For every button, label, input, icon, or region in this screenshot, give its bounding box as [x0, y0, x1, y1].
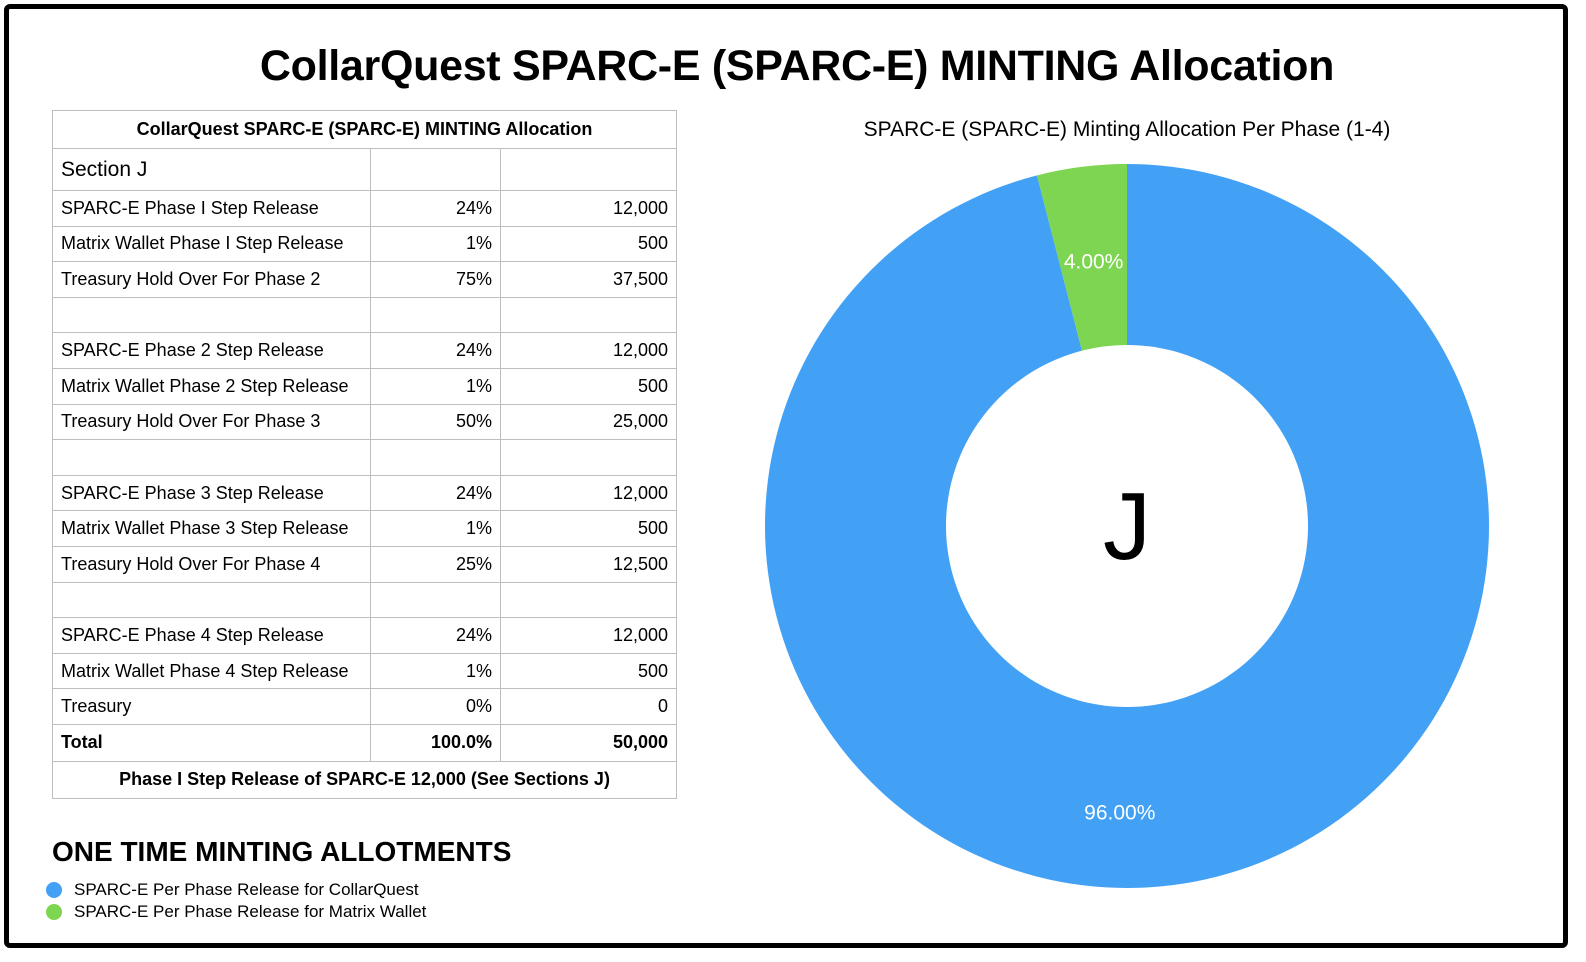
- row-label: SPARC-E Phase I Step Release: [52, 190, 371, 227]
- chart-legend: SPARC-E Per Phase Release for CollarQues…: [46, 879, 426, 923]
- row-percent: 24%: [370, 474, 501, 512]
- table-row: [52, 296, 677, 334]
- table-footer-row: Phase I Step Release of SPARC-E 12,000 (…: [52, 760, 677, 799]
- row-percent: [370, 439, 501, 476]
- legend-swatch: [46, 882, 62, 898]
- pie-slice: [765, 164, 1489, 889]
- table-row: [52, 581, 677, 619]
- row-label: SPARC-E Phase 4 Step Release: [52, 617, 371, 654]
- table-row: SPARC-E Phase 2 Step Release 24% 12,000: [52, 332, 677, 369]
- section-empty-cell: [370, 148, 501, 191]
- row-percent: 0%: [370, 688, 501, 725]
- legend-item: SPARC-E Per Phase Release for Matrix Wal…: [46, 901, 426, 923]
- row-amount: 500: [500, 225, 677, 263]
- row-label: [52, 439, 371, 476]
- table-section-row: Section J: [52, 148, 677, 191]
- table-row: SPARC-E Phase 3 Step Release 24% 12,000: [52, 474, 677, 512]
- row-percent: 1%: [370, 510, 501, 547]
- row-label: SPARC-E Phase 2 Step Release: [52, 332, 371, 369]
- row-label: SPARC-E Phase 3 Step Release: [52, 474, 371, 512]
- row-percent: 1%: [370, 367, 501, 405]
- slice-label: 96.00%: [1084, 801, 1155, 824]
- row-label: Treasury Hold Over For Phase 2: [52, 261, 371, 298]
- table-row: Matrix Wallet Phase I Step Release 1% 500: [52, 225, 677, 263]
- row-amount: 12,000: [500, 617, 677, 654]
- table-row: SPARC-E Phase 4 Step Release 24% 12,000: [52, 617, 677, 654]
- row-percent: 25%: [370, 545, 501, 583]
- chart-title: SPARC-E (SPARC-E) Minting Allocation Per…: [863, 118, 1391, 141]
- legend-label: SPARC-E Per Phase Release for Matrix Wal…: [74, 902, 427, 921]
- row-amount: [500, 581, 677, 619]
- row-percent: 1%: [370, 225, 501, 263]
- table-total-row: Total 100.0% 50,000: [52, 723, 677, 762]
- row-amount: 12,000: [500, 474, 677, 512]
- table-row: Treasury Hold Over For Phase 2 75% 37,500: [52, 261, 677, 298]
- row-percent: 24%: [370, 332, 501, 369]
- section-empty-cell: [500, 148, 677, 191]
- pie-slice: [1036, 164, 1127, 351]
- row-amount: 12,500: [500, 545, 677, 583]
- row-amount: 0: [500, 688, 677, 725]
- chart-frame: [4, 4, 1568, 948]
- row-percent: 75%: [370, 261, 501, 298]
- row-amount: 50,000: [500, 723, 677, 762]
- row-amount: 12,000: [500, 332, 677, 369]
- row-label: Matrix Wallet Phase 4 Step Release: [52, 652, 371, 690]
- row-amount: 500: [500, 652, 677, 690]
- table-row: Matrix Wallet Phase 4 Step Release 1% 500: [52, 652, 677, 690]
- section-label: Section J: [52, 148, 371, 191]
- table-row: Treasury 0% 0: [52, 688, 677, 725]
- row-amount: [500, 296, 677, 334]
- allotments-title: ONE TIME MINTING ALLOTMENTS: [52, 836, 512, 867]
- donut-center-label: J: [1103, 473, 1151, 580]
- row-percent: 100.0%: [370, 723, 501, 762]
- legend-swatch: [46, 904, 62, 920]
- page-title: CollarQuest SPARC-E (SPARC-E) MINTING Al…: [259, 42, 1335, 90]
- row-amount: [500, 439, 677, 476]
- row-percent: 1%: [370, 652, 501, 690]
- legend-item: SPARC-E Per Phase Release for CollarQues…: [46, 879, 426, 901]
- row-label: Matrix Wallet Phase I Step Release: [52, 225, 371, 263]
- row-amount: 37,500: [500, 261, 677, 298]
- row-label: [52, 296, 371, 334]
- row-label: Treasury Hold Over For Phase 3: [52, 403, 371, 441]
- allocation-table: CollarQuest SPARC-E (SPARC-E) MINTING Al…: [52, 110, 677, 799]
- legend-label: SPARC-E Per Phase Release for CollarQues…: [74, 880, 419, 899]
- table-row: [52, 439, 677, 476]
- row-label: Matrix Wallet Phase 2 Step Release: [52, 367, 371, 405]
- row-percent: 24%: [370, 190, 501, 227]
- table-footer: Phase I Step Release of SPARC-E 12,000 (…: [52, 760, 677, 799]
- row-amount: 500: [500, 367, 677, 405]
- table-row: Matrix Wallet Phase 2 Step Release 1% 500: [52, 367, 677, 405]
- row-label: Total: [52, 723, 371, 762]
- slice-label: 4.00%: [1064, 251, 1124, 274]
- row-label: Treasury: [52, 688, 371, 725]
